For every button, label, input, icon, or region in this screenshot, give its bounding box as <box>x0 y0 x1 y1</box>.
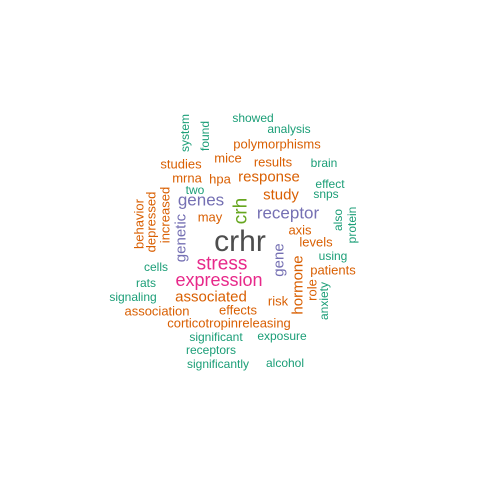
word-levels: levels <box>299 234 333 250</box>
word-showed: showed <box>232 111 274 125</box>
word-associated: associated <box>175 288 247 306</box>
word-protein: protein <box>345 206 359 244</box>
word-response: response <box>238 168 300 186</box>
word-receptors: receptors <box>185 343 237 357</box>
word-cells: cells <box>143 260 169 274</box>
word-rats: rats <box>135 276 157 290</box>
word-analysis: analysis <box>267 122 311 136</box>
word-corticotropinreleasing: corticotropinreleasing <box>167 315 291 331</box>
word-study: study <box>263 186 299 204</box>
word-genetic: genetic <box>172 213 190 263</box>
word-patients: patients <box>310 262 356 278</box>
word-anxiety: anxiety <box>317 281 331 321</box>
word-found: found <box>198 120 212 152</box>
word-hormone: hormone <box>289 255 307 315</box>
word-mice: mice <box>214 150 242 166</box>
word-crhr: crhr <box>214 225 266 258</box>
word-gene: gene <box>270 243 288 277</box>
word-exposure: exposure <box>257 329 307 343</box>
word-receptor: receptor <box>256 203 320 223</box>
word-behavior: behavior <box>131 199 147 249</box>
word-signaling: signaling <box>109 290 157 304</box>
word-genes: genes <box>177 190 225 210</box>
word-may: may <box>197 209 223 225</box>
word-effect: effect <box>315 177 345 191</box>
word-snps: snps <box>313 187 339 201</box>
word-mrna: mrna <box>172 170 202 186</box>
word-brain: brain <box>310 156 338 170</box>
word-stress: stress <box>196 253 248 275</box>
word-association: association <box>124 303 190 319</box>
word-risk: risk <box>267 293 289 309</box>
word-polymorphisms: polymorphisms <box>233 136 321 152</box>
word-alcohol: alcohol <box>265 356 305 370</box>
word-using: using <box>318 249 348 263</box>
word-significant: significant <box>189 330 243 344</box>
word-system: system <box>178 113 192 153</box>
word-expression: expression <box>175 270 263 290</box>
word-significantly: significantly <box>186 357 250 371</box>
word-axis: axis <box>288 222 312 238</box>
word-effects: effects <box>218 302 258 318</box>
word-crh: crh <box>230 197 252 225</box>
word-hpa: hpa <box>209 171 231 187</box>
word-results: results <box>253 154 293 170</box>
word-increased: increased <box>157 186 173 244</box>
word-also: also <box>331 208 345 232</box>
word-studies: studies <box>160 156 202 172</box>
word-two: two <box>185 183 205 197</box>
